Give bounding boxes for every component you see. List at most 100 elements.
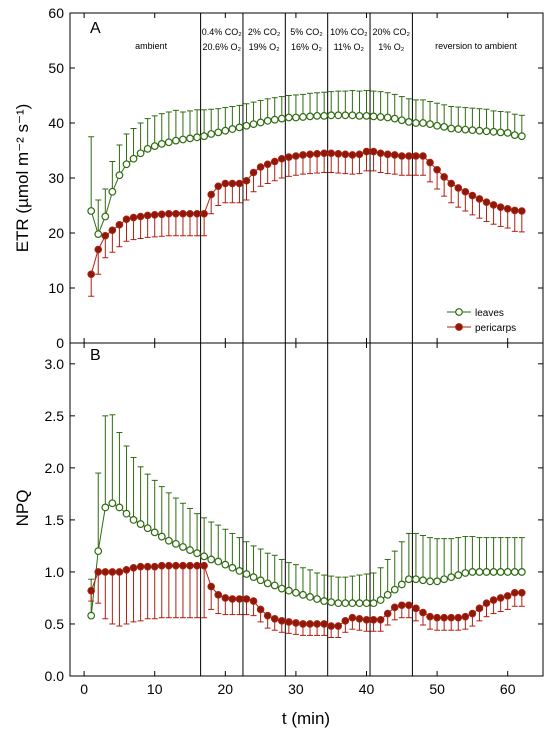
- pericarps-point: [454, 184, 463, 192]
- pericarps-point: [433, 613, 441, 622]
- leaves-point: [426, 120, 434, 128]
- leaves-point: [503, 128, 512, 137]
- pericarps-point: [447, 179, 456, 188]
- leaves-point: [179, 543, 187, 551]
- pericarps-point: [510, 206, 519, 215]
- leaves-point: [482, 568, 491, 576]
- pericarps-point: [299, 151, 307, 159]
- leaves-point: [136, 149, 145, 158]
- leaves-point: [200, 132, 209, 141]
- pericarps-point: [440, 613, 448, 622]
- pericarps-point: [489, 596, 498, 604]
- leaves-point: [362, 111, 371, 120]
- leaves-point: [94, 547, 103, 556]
- leaves-point: [404, 117, 413, 126]
- leaves-point: [292, 113, 300, 122]
- leaves-point: [150, 142, 159, 151]
- x-axis-label: t (min): [282, 709, 330, 728]
- leaves-point: [249, 573, 258, 582]
- y-tick-label: 50: [48, 60, 64, 76]
- leaves-point: [313, 111, 321, 120]
- condition-label: 19% O₂: [249, 42, 281, 52]
- y-tick-label: 0: [56, 335, 64, 351]
- pericarps-point: [355, 614, 364, 623]
- pericarps-point: [270, 157, 279, 166]
- condition-label: ambient: [135, 41, 168, 51]
- leaves-point: [179, 135, 187, 144]
- leaves-point: [461, 569, 470, 577]
- leaves-point: [214, 557, 223, 566]
- x-tick-label: 10: [147, 681, 163, 697]
- leaves-point: [482, 127, 491, 136]
- leaves-point: [108, 499, 117, 508]
- y-tick-label: 30: [48, 170, 64, 186]
- leaves-point: [207, 130, 216, 138]
- condition-label: 5% CO₂: [290, 27, 323, 37]
- pericarps-point: [383, 150, 392, 159]
- pericarps-point: [482, 198, 491, 206]
- panel-letter-a: A: [90, 20, 101, 37]
- condition-label: 0.4% CO₂: [202, 27, 243, 37]
- legend-marker-leaves: [455, 308, 463, 316]
- pericarps-point: [489, 201, 498, 209]
- pericarps-point: [426, 612, 434, 621]
- leaves-point: [150, 528, 159, 537]
- leaves-point: [461, 125, 470, 134]
- leaves-point: [221, 126, 230, 135]
- leaves-point: [249, 120, 258, 128]
- pericarps-point: [292, 152, 300, 160]
- leaves-point: [510, 568, 519, 576]
- leaves-point: [299, 590, 307, 599]
- pericarps-point: [306, 620, 314, 628]
- leaves-point: [313, 595, 321, 603]
- leaves-point: [87, 207, 96, 215]
- y-axis-label-etr: ETR (µmol m⁻² s⁻¹): [13, 104, 32, 253]
- leaves-point: [496, 568, 505, 576]
- pericarps-point: [214, 182, 223, 191]
- condition-label: 20% CO₂: [372, 27, 410, 37]
- leaves-point: [320, 597, 329, 605]
- leaves-point: [299, 113, 307, 121]
- condition-label: reversion to ambient: [435, 41, 517, 51]
- panel-b-npq: 0.0 0.5 1.0 1.5 2.0 2.5 3.0 0 10 20 30 40 50 60: [45, 342, 544, 697]
- pericarps-point: [405, 152, 413, 160]
- pericarps-point: [383, 609, 392, 618]
- pericarps-point: [327, 622, 336, 630]
- pericarps-point: [235, 595, 244, 603]
- leaves-point: [277, 114, 286, 123]
- pericarps-point: [249, 168, 258, 177]
- pericarps-point: [313, 150, 321, 158]
- leaves-point: [517, 132, 526, 141]
- y-tick-label: 1.5: [45, 512, 65, 528]
- leaves-point: [383, 113, 392, 122]
- leaves-point: [327, 111, 336, 120]
- leaves-point: [369, 112, 378, 121]
- leaves-point: [235, 566, 244, 575]
- leaves-point: [369, 599, 378, 608]
- pericarps-point: [433, 165, 441, 174]
- pericarps-point: [115, 220, 124, 229]
- pericarps-point: [150, 211, 159, 219]
- pericarps-point: [390, 151, 399, 159]
- leaves-point: [143, 524, 152, 533]
- leaves-point: [270, 115, 279, 124]
- leaves-point: [94, 230, 103, 239]
- leaves-point: [228, 125, 237, 133]
- condition-label: 11% O₂: [334, 42, 365, 52]
- x-tick-label: 20: [218, 681, 234, 697]
- x-tick-label: 0: [80, 681, 88, 697]
- leaves-point: [101, 212, 110, 221]
- leaves-point: [355, 111, 364, 120]
- leaves-point: [157, 532, 166, 541]
- pericarps-point: [136, 212, 145, 221]
- leaves-point: [348, 599, 357, 608]
- y-tick-label: 3.0: [45, 356, 65, 372]
- pericarps-point: [468, 609, 477, 618]
- leaves-point: [292, 588, 300, 597]
- y-tick-label: 0.0: [45, 668, 65, 684]
- pericarps-point: [376, 149, 385, 158]
- pericarps-point: [200, 561, 208, 570]
- leaves-point: [263, 116, 272, 125]
- y-tick-label: 2.5: [45, 408, 65, 424]
